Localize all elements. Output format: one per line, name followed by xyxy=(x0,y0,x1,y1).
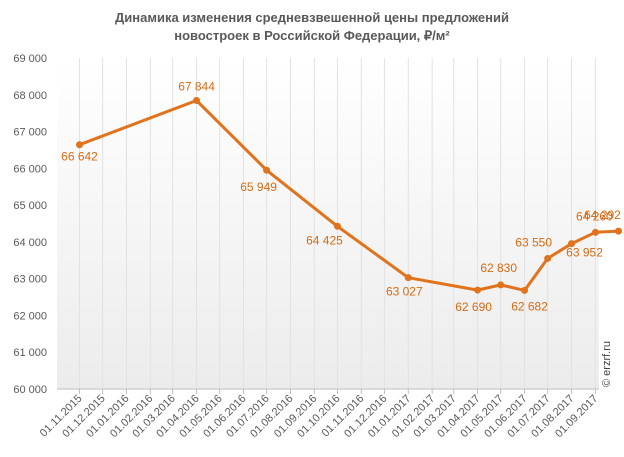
data-label: 63 550 xyxy=(515,235,552,249)
y-tick-label: 68 000 xyxy=(13,90,47,102)
y-tick-label: 65 000 xyxy=(13,200,47,212)
gridlines xyxy=(79,58,596,394)
data-point xyxy=(474,286,482,294)
data-point xyxy=(263,166,271,174)
data-labels-layer: 66 642 67 844 65 949 64 425 63 027 62 690 62 8… xyxy=(61,80,621,315)
data-label: 63 952 xyxy=(566,246,603,260)
data-point xyxy=(193,97,201,105)
data-point xyxy=(615,227,622,235)
data-points-layer xyxy=(76,97,622,294)
chart-title-line-1: Динамика изменения средневзвешенной цены… xyxy=(115,10,509,25)
data-point xyxy=(591,228,599,236)
y-tick-label: 66 000 xyxy=(13,163,47,175)
data-point xyxy=(544,254,552,262)
data-point xyxy=(333,222,341,230)
y-tick-label: 61 000 xyxy=(13,347,47,359)
y-tick-label: 62 000 xyxy=(13,310,47,322)
x-axis-ticks: 01.11.201501.12.201501.01.201601.02.2016… xyxy=(38,393,601,440)
data-label: 62 682 xyxy=(511,299,548,313)
data-label: 67 844 xyxy=(178,80,215,94)
y-tick-label: 63 000 xyxy=(13,274,47,286)
data-point xyxy=(497,281,505,289)
data-label: 65 949 xyxy=(240,180,277,194)
data-label: 66 642 xyxy=(61,150,98,164)
chart-title-line-2: новостроек в Российской Федерации, ₽/м² xyxy=(174,28,450,43)
data-label: 62 690 xyxy=(455,300,492,314)
plot-area xyxy=(57,58,599,389)
data-point xyxy=(404,274,412,282)
y-tick-label: 69 000 xyxy=(13,53,47,65)
series-line xyxy=(78,99,620,292)
data-label: 62 830 xyxy=(480,261,517,275)
data-point xyxy=(76,141,83,149)
data-label: 64 292 xyxy=(584,208,621,222)
data-label: 64 425 xyxy=(306,233,343,247)
data-point xyxy=(568,240,576,248)
series-line-layer xyxy=(78,99,620,292)
y-axis-ticks: 60 000 61 000 62 000 63 000 64 000 65 000 66 0… xyxy=(13,53,47,396)
data-label: 63 027 xyxy=(386,285,423,299)
chart-title: Динамика изменения средневзвешенной цены… xyxy=(115,10,509,43)
copyright-watermark: © erzrf.ru xyxy=(601,341,613,387)
data-label: 64 260 xyxy=(576,209,613,223)
y-tick-label: 67 000 xyxy=(13,127,47,139)
y-tick-label: 64 000 xyxy=(13,237,47,249)
y-tick-label: 60 000 xyxy=(13,384,47,396)
data-point xyxy=(521,286,529,294)
